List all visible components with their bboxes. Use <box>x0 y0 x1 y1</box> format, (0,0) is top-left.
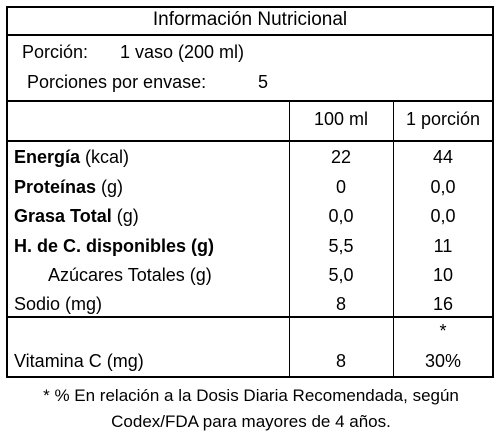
nutrient-label: Grasa Total (g) <box>14 205 139 227</box>
servings-label: Porciones por envase: <box>27 72 207 92</box>
value-portion: 10 <box>432 265 454 285</box>
nutrient-label: Azúcares Totales (g) <box>48 264 212 286</box>
nutrient-label: Energía (kcal) <box>14 146 129 168</box>
vitamin-value-portion: 30% <box>424 351 462 371</box>
value-portion: 11 <box>433 236 453 256</box>
divider <box>8 140 492 142</box>
footnote: * % En relación a la Dosis Diaria Recome… <box>0 383 502 435</box>
value-portion: 0,0 <box>430 206 456 226</box>
value-100ml: 5,0 <box>328 265 354 285</box>
value-portion: 0,0 <box>430 177 456 197</box>
portion-value: 1 vaso (200 ml) <box>120 42 245 62</box>
vitamin-label: Vitamina C (mg) <box>14 351 144 371</box>
value-100ml: 22 <box>330 147 352 167</box>
footnote-line-1: * % En relación a la Dosis Diaria Recome… <box>43 386 459 405</box>
nutrient-label-bold: H. de C. disponibles (g) <box>14 236 215 256</box>
nutrient-label-rest: (g) <box>96 177 124 197</box>
value-100ml: 8 <box>335 294 346 314</box>
vitamin-value-100ml: 8 <box>335 351 346 371</box>
value-portion: 44 <box>432 147 454 167</box>
nutrient-label-rest: (kcal) <box>80 147 130 167</box>
vitamin-asterisk: * <box>439 321 447 341</box>
value-100ml: 0,0 <box>328 206 354 226</box>
nutrient-label-rest: Sodio (mg) <box>14 294 103 314</box>
column-header-portion: 1 porción <box>405 109 481 129</box>
servings-value: 5 <box>258 72 269 92</box>
footnote-line-2: Codex/FDA para mayores de 4 años. <box>111 412 391 431</box>
divider <box>8 316 492 318</box>
nutrient-label-bold: Grasa Total <box>14 206 112 226</box>
value-100ml: 5,5 <box>328 236 354 256</box>
nutrient-label-rest: Azúcares Totales (g) <box>48 265 212 285</box>
column-divider <box>393 100 394 376</box>
nutrient-label: H. de C. disponibles (g) <box>14 235 214 257</box>
portion-label: Porción: <box>22 42 89 62</box>
divider <box>8 100 492 102</box>
column-header-100ml: 100 ml <box>313 109 369 129</box>
nutrient-label: Proteínas (g) <box>14 176 123 198</box>
table-title: Información Nutricional <box>152 9 348 30</box>
value-portion: 16 <box>432 294 454 314</box>
nutrient-label-bold: Proteínas <box>14 177 97 197</box>
nutrition-table: Información Nutricional Porción: 1 vaso … <box>6 6 494 378</box>
nutrient-label-bold: Energía <box>14 147 81 167</box>
column-divider <box>289 100 290 376</box>
value-100ml: 0 <box>335 177 346 197</box>
nutrient-label: Sodio (mg) <box>14 293 102 315</box>
nutrient-label-rest: (g) <box>111 206 139 226</box>
divider <box>8 34 492 36</box>
